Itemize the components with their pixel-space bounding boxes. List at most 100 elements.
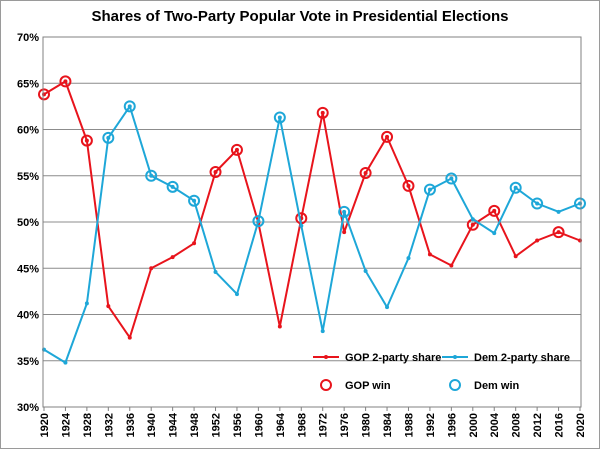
legend: GOP 2-party share Dem 2-party share GOP wi…	[313, 352, 570, 392]
gop-data-point	[385, 134, 390, 139]
y-tick-label: 30%	[17, 402, 39, 414]
y-axis-ticks: 30% 35% 40% 45% 50% 55% 60% 65% 70%	[17, 32, 39, 414]
legend-gop-win-swatch	[320, 379, 332, 391]
x-tick-label: 1964	[275, 412, 287, 437]
x-tick-label: 1932	[103, 413, 115, 437]
x-tick-label: 2008	[511, 413, 523, 437]
x-tick-label: 1996	[446, 413, 458, 437]
dem-win-marker	[509, 181, 522, 194]
gop-win-marker	[381, 130, 394, 143]
dem-data-point	[342, 209, 347, 214]
dem-data-point	[63, 360, 68, 365]
legend-dem-2-party-share-dot	[453, 355, 457, 359]
dem-data-point	[213, 269, 218, 274]
x-tick-label: 1976	[339, 413, 351, 437]
gop-win-marker	[38, 88, 50, 101]
gop-data-point	[106, 304, 111, 309]
gop-data-point	[492, 208, 497, 213]
gop-win-marker	[359, 166, 372, 179]
gop-data-point	[127, 335, 132, 340]
x-tick-label: 1960	[253, 413, 265, 437]
y-tick-label: 35%	[17, 356, 39, 368]
dem-data-point	[535, 201, 540, 206]
y-tick-label: 55%	[17, 171, 39, 183]
gop-data-point	[449, 263, 454, 268]
legend-dem-2-party-share-label: Dem 2-party share	[474, 352, 570, 364]
legend-dem-win-label: Dem win	[474, 380, 520, 392]
dem-win-marker	[102, 131, 115, 144]
gop-win-marker	[316, 106, 329, 119]
dem-win-marker	[423, 183, 436, 196]
dem-win-marker	[252, 215, 265, 228]
x-tick-label: 2004	[489, 412, 501, 437]
dem-win-marker	[145, 169, 158, 182]
dem-data-point	[256, 219, 261, 224]
dem-win-marker	[123, 100, 136, 113]
legend-gop-win-label: GOP win	[345, 380, 391, 392]
legend-gop-2-party-share-label: GOP 2-party share	[345, 352, 441, 364]
y-tick-label: 70%	[17, 32, 39, 44]
dem-win-marker	[338, 205, 351, 218]
gop-data-point	[363, 170, 368, 175]
gop-win-marker	[552, 226, 565, 239]
dem-data-point	[449, 176, 454, 181]
x-tick-label: 2020	[575, 413, 587, 437]
dem-data-point	[320, 329, 325, 334]
dem-data-point	[84, 301, 89, 306]
gop-win-marker	[230, 143, 243, 156]
dem-win-marker	[188, 194, 201, 207]
dem-data-point	[299, 223, 304, 228]
x-tick-label: 1988	[403, 413, 415, 437]
gop-win-marker	[402, 179, 415, 192]
gop-data-point	[470, 222, 475, 227]
gop-data-point	[513, 254, 518, 259]
dem-data-point	[277, 115, 282, 120]
gop-data-point	[277, 324, 282, 329]
gop-win-marker	[80, 134, 93, 147]
gop-data-point	[170, 255, 175, 260]
gop-win-marker	[488, 204, 501, 217]
gop-data-point	[427, 252, 432, 257]
x-tick-label: 1948	[189, 413, 201, 437]
dem-data-point	[149, 173, 154, 178]
dem-data-point	[170, 184, 175, 189]
gop-data-point	[234, 147, 239, 152]
gop-data-point	[149, 266, 154, 271]
x-axis-ticks: 1920 1924 1928 1932 1936 1940 1944 1948 1952 1956…	[39, 407, 587, 437]
gop-data-point	[213, 170, 218, 175]
dem-data-point	[470, 217, 475, 222]
x-tick-label: 1972	[318, 413, 330, 437]
gop-data-point	[556, 230, 561, 235]
legend-gop-2-party-share-dot	[324, 355, 328, 359]
dem-data-point	[427, 187, 432, 192]
y-tick-label: 50%	[17, 217, 39, 229]
dem-win-marker	[574, 197, 586, 210]
y-tick-label: 65%	[17, 78, 39, 90]
x-tick-label: 1940	[146, 413, 158, 437]
dem-data-point	[363, 269, 368, 274]
gop-data-point	[192, 241, 197, 246]
x-tick-label: 1952	[211, 413, 223, 437]
x-tick-label: 1928	[82, 413, 94, 437]
x-tick-label: 1968	[296, 413, 308, 437]
x-tick-label: 1984	[382, 412, 394, 437]
x-tick-label: 1936	[125, 413, 137, 437]
grid	[43, 36, 581, 408]
x-tick-label: 1956	[232, 413, 244, 437]
gop-win-marker	[59, 75, 72, 88]
dem-data-point	[406, 256, 411, 261]
x-tick-label: 2012	[532, 413, 544, 437]
x-tick-label: 1980	[361, 413, 373, 437]
dem-data-point	[385, 305, 390, 310]
dem-data-point	[234, 292, 239, 297]
y-tick-label: 60%	[17, 125, 39, 137]
series-layer	[38, 75, 586, 365]
chart-title: Shares of Two-Party Popular Vote in Pres…	[91, 8, 509, 25]
dem-data-point	[127, 104, 132, 109]
y-tick-label: 45%	[17, 263, 39, 275]
gop-data-point	[84, 138, 89, 143]
y-tick-label: 40%	[17, 310, 39, 322]
dem-win-marker	[531, 197, 544, 210]
dem-data-point	[106, 135, 111, 140]
